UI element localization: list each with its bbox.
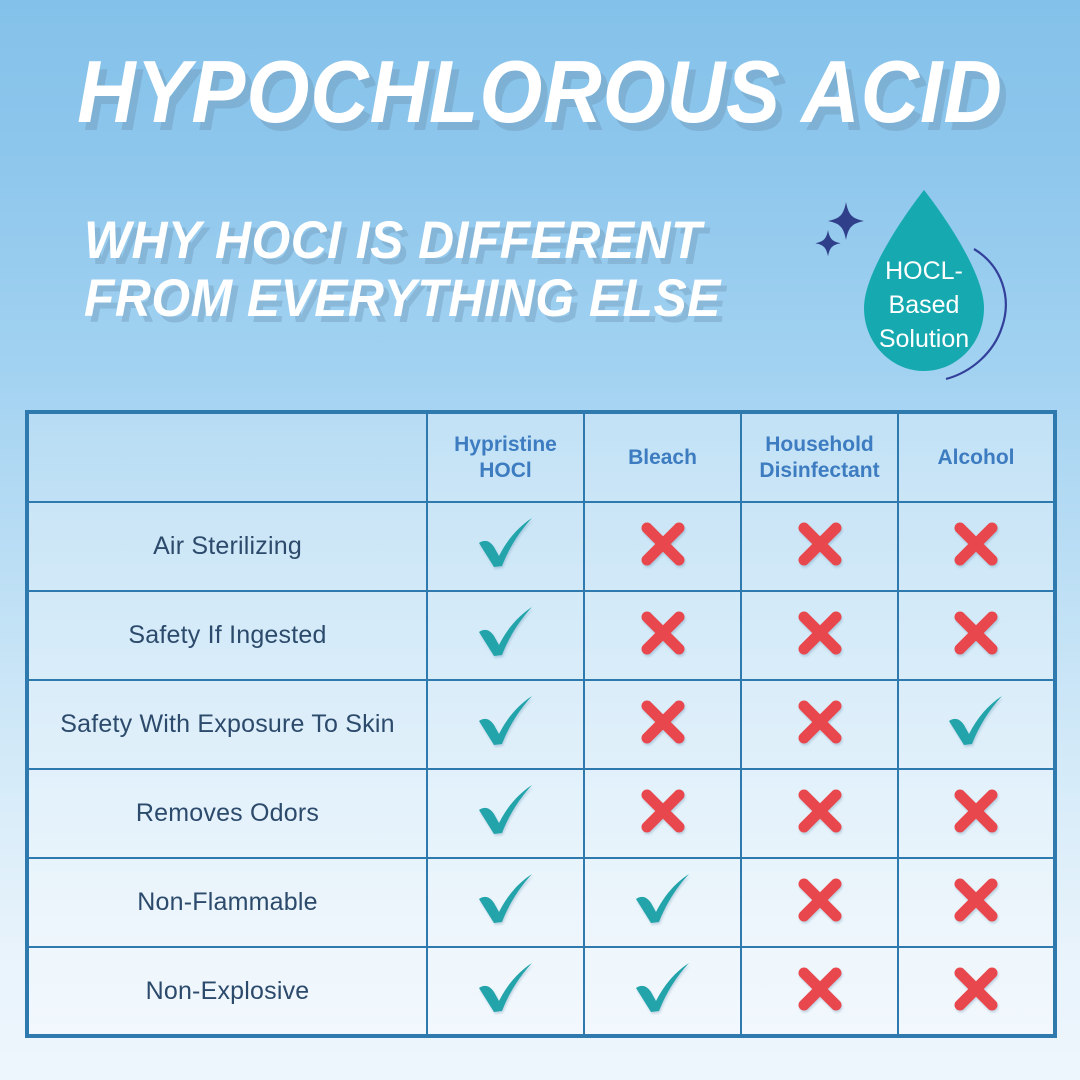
column-header-line-1: Bleach bbox=[628, 445, 697, 469]
column-header-line-1: Hypristine bbox=[454, 432, 557, 456]
badge-arc bbox=[945, 248, 1007, 381]
cross-icon bbox=[637, 785, 689, 837]
cell-no bbox=[740, 679, 899, 770]
cell-no bbox=[897, 501, 1056, 592]
check-icon bbox=[632, 961, 694, 1017]
badge-line-1: HOCL- bbox=[885, 257, 963, 285]
cross-icon bbox=[950, 518, 1002, 570]
row-label: Non-Flammable bbox=[26, 857, 428, 948]
table-row: Non-Flammable bbox=[26, 857, 1056, 948]
cell-no bbox=[897, 946, 1056, 1037]
cell-yes bbox=[583, 946, 742, 1037]
check-icon bbox=[475, 516, 537, 572]
cell-no bbox=[740, 768, 899, 859]
comparison-table-wrapper: Hypristine HOCl Bleach Household Disinfe… bbox=[25, 410, 1057, 1038]
row-label: Non-Explosive bbox=[26, 946, 428, 1037]
check-icon bbox=[632, 872, 694, 928]
cell-no bbox=[897, 768, 1056, 859]
cross-icon bbox=[950, 785, 1002, 837]
check-icon bbox=[475, 783, 537, 839]
row-label: Removes Odors bbox=[26, 768, 428, 859]
check-icon bbox=[475, 872, 537, 928]
hocl-badge: HOCL- Based Solution bbox=[806, 186, 1056, 392]
table-head: Hypristine HOCl Bleach Household Disinfe… bbox=[26, 411, 1056, 503]
subtitle-line-2: FROM EVERYTHING ELSE bbox=[84, 269, 721, 328]
cell-no bbox=[740, 590, 899, 681]
column-header-hypristine-hocl: Hypristine HOCl bbox=[426, 411, 585, 503]
cell-yes bbox=[897, 679, 1056, 770]
page-title: HYPOCHLOROUS ACID bbox=[77, 42, 1003, 141]
cell-yes bbox=[426, 590, 585, 681]
cross-icon bbox=[950, 963, 1002, 1015]
badge-line-3: Solution bbox=[879, 325, 969, 353]
cross-icon bbox=[794, 696, 846, 748]
column-header-line-2: Disinfectant bbox=[759, 458, 880, 482]
cell-yes bbox=[426, 501, 585, 592]
table-corner-cell bbox=[26, 411, 428, 503]
cross-icon bbox=[950, 607, 1002, 659]
cell-yes bbox=[426, 679, 585, 770]
column-header-bleach: Bleach bbox=[583, 411, 742, 503]
header: HYPOCHLOROUS ACID WHY HOCI IS DIFFERENT … bbox=[0, 0, 1080, 400]
cross-icon bbox=[637, 607, 689, 659]
column-header-household-disinfectant: Household Disinfectant bbox=[740, 411, 899, 503]
cell-yes bbox=[426, 946, 585, 1037]
cross-icon bbox=[794, 874, 846, 926]
cross-icon bbox=[637, 696, 689, 748]
cell-no bbox=[740, 946, 899, 1037]
cell-no bbox=[583, 501, 742, 592]
cell-yes bbox=[583, 857, 742, 948]
cell-no bbox=[897, 590, 1056, 681]
comparison-table: Hypristine HOCl Bleach Household Disinfe… bbox=[25, 410, 1057, 1038]
check-icon bbox=[475, 961, 537, 1017]
row-label: Safety With Exposure To Skin bbox=[26, 679, 428, 770]
page-subtitle: WHY HOCI IS DIFFERENT FROM EVERYTHING EL… bbox=[84, 212, 721, 328]
table-row: Safety With Exposure To Skin bbox=[26, 679, 1056, 770]
check-icon bbox=[475, 694, 537, 750]
column-header-line-1: Household bbox=[765, 432, 874, 456]
table-row: Safety If Ingested bbox=[26, 590, 1056, 681]
column-header-alcohol: Alcohol bbox=[897, 411, 1056, 503]
column-header-line-1: Alcohol bbox=[937, 445, 1015, 469]
row-label: Air Sterilizing bbox=[26, 501, 428, 592]
water-droplet-icon bbox=[864, 190, 984, 371]
cross-icon bbox=[950, 874, 1002, 926]
check-icon bbox=[475, 605, 537, 661]
cross-icon bbox=[794, 518, 846, 570]
cell-no bbox=[897, 857, 1056, 948]
table-row: Removes Odors bbox=[26, 768, 1056, 859]
row-label: Safety If Ingested bbox=[26, 590, 428, 681]
subtitle-line-1: WHY HOCI IS DIFFERENT bbox=[84, 211, 702, 270]
table-row: Non-Explosive bbox=[26, 946, 1056, 1037]
cell-no bbox=[740, 857, 899, 948]
cell-no bbox=[740, 501, 899, 592]
column-header-line-2: HOCl bbox=[479, 458, 532, 482]
cross-icon bbox=[794, 963, 846, 1015]
cell-no bbox=[583, 679, 742, 770]
cell-no bbox=[583, 768, 742, 859]
table-row: Air Sterilizing bbox=[26, 501, 1056, 592]
table-body: Air Sterilizing Safety If Ingested Safety … bbox=[26, 501, 1056, 1037]
sparkle-icon bbox=[815, 202, 864, 257]
cell-yes bbox=[426, 857, 585, 948]
cross-icon bbox=[794, 785, 846, 837]
check-icon bbox=[945, 694, 1007, 750]
cell-yes bbox=[426, 768, 585, 859]
badge-line-2: Based bbox=[889, 291, 960, 319]
cell-no bbox=[583, 590, 742, 681]
cross-icon bbox=[794, 607, 846, 659]
table-header-row: Hypristine HOCl Bleach Household Disinfe… bbox=[26, 411, 1056, 503]
cross-icon bbox=[637, 518, 689, 570]
